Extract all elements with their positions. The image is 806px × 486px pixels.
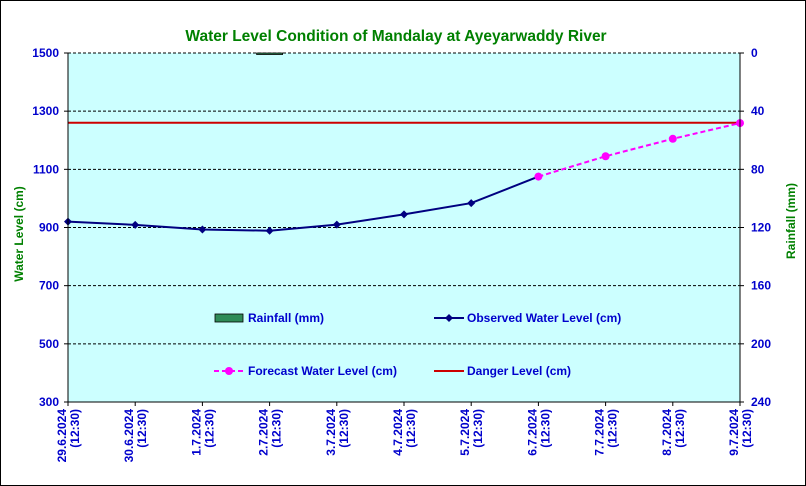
x-tick-label-group: 1.7.2024 (12:30) xyxy=(189,409,216,456)
observed-point xyxy=(400,210,408,219)
chart-title: Water Level Condition of Mandalay at Aye… xyxy=(185,28,606,45)
x-tick-time-label: (12:30) xyxy=(606,409,620,448)
x-tick-label-group: 8.7.2024 (12:30) xyxy=(660,409,687,456)
x-tick-time-label: (12:30) xyxy=(673,409,687,448)
left-axis-ticks: 300 500 700 900 1100 1300 1500 xyxy=(32,46,68,409)
x-tick-label: 29.6.2024 xyxy=(55,409,69,463)
x-tick-label-group: 2.7.2024 (12:30) xyxy=(257,409,284,456)
x-tick-label-group: 29.6.2024 (12:30) xyxy=(55,409,82,463)
y2-tick-label: 120 xyxy=(751,221,771,235)
x-tick-time-label: (12:30) xyxy=(404,409,418,448)
y-tick-label: 1100 xyxy=(33,162,59,176)
observed-line xyxy=(67,175,539,232)
x-tick-label-group: 7.7.2024 (12:30) xyxy=(593,409,620,456)
right-axis-ticks: 0 40 80 120 160 200 240 xyxy=(740,46,771,409)
observed-water-level-series xyxy=(64,172,543,235)
y-axis-label: Water Level (cm) xyxy=(12,186,26,282)
y-tick-label: 900 xyxy=(39,221,59,235)
x-tick-label: 8.7.2024 xyxy=(660,409,674,456)
forecast-water-level-series xyxy=(534,119,744,181)
observed-point xyxy=(332,220,341,229)
legend-forecast-marker xyxy=(225,367,233,375)
gridlines xyxy=(68,52,740,345)
x-tick-label-group: 30.6.2024 (12:30) xyxy=(122,409,149,463)
legend-observed-marker xyxy=(445,314,453,322)
x-tick-label: 7.7.2024 xyxy=(593,409,607,456)
x-tick-label: 3.7.2024 xyxy=(324,409,338,456)
x-axis-ticks: 29.6.2024 (12:30) 30.6.2024 (12:30) 1.7.2024… xyxy=(55,402,754,462)
x-tick-time-label: (12:30) xyxy=(538,409,552,448)
x-tick-label: 6.7.2024 xyxy=(525,409,539,456)
y2-tick-label: 160 xyxy=(751,279,771,293)
observed-point xyxy=(131,220,140,229)
x-tick-time-label: (12:30) xyxy=(270,409,284,448)
x-tick-label: 5.7.2024 xyxy=(458,409,472,456)
y2-tick-label: 0 xyxy=(751,46,758,60)
x-tick-label: 30.6.2024 xyxy=(122,409,136,463)
x-tick-label: 9.7.2024 xyxy=(727,409,741,456)
forecast-line xyxy=(538,122,741,178)
y-tick-label: 700 xyxy=(39,279,59,293)
y-tick-label: 500 xyxy=(39,337,59,351)
legend-forecast-label: Forecast Water Level (cm) xyxy=(248,364,397,378)
observed-point xyxy=(265,226,274,235)
rainfall-bar xyxy=(256,52,284,55)
observed-point xyxy=(467,199,476,208)
x-tick-time-label: (12:30) xyxy=(202,409,216,448)
y2-axis-label: Rainfall (mm) xyxy=(784,183,798,259)
legend: Rainfall (mm) Observed Water Level (cm) Fo… xyxy=(214,311,621,378)
x-tick-label: 2.7.2024 xyxy=(257,409,271,456)
y2-tick-label: 80 xyxy=(751,162,765,176)
y-tick-label: 1500 xyxy=(32,46,59,60)
x-tick-label: 4.7.2024 xyxy=(391,409,405,456)
x-tick-time-label: (12:30) xyxy=(740,409,754,448)
x-tick-label-group: 3.7.2024 (12:30) xyxy=(324,409,351,456)
x-tick-time-label: (12:30) xyxy=(337,409,351,448)
legend-rainfall-swatch xyxy=(214,313,244,323)
x-tick-time-label: (12:30) xyxy=(471,409,485,448)
x-tick-time-label: (12:30) xyxy=(135,409,149,448)
x-tick-label-group: 6.7.2024 (12:30) xyxy=(525,409,552,456)
forecast-point xyxy=(534,172,543,181)
x-tick-label-group: 5.7.2024 (12:30) xyxy=(458,409,485,456)
x-tick-label: 1.7.2024 xyxy=(189,409,203,456)
legend-danger-label: Danger Level (cm) xyxy=(467,364,571,378)
rainfall-bars xyxy=(256,52,284,55)
y-tick-label: 300 xyxy=(39,395,59,409)
y2-tick-label: 240 xyxy=(751,395,771,409)
x-tick-label-group: 4.7.2024 (12:30) xyxy=(391,409,418,456)
y2-tick-label: 200 xyxy=(751,337,771,351)
x-tick-label-group: 9.7.2024 (12:30) xyxy=(727,409,754,456)
legend-rainfall-label: Rainfall (mm) xyxy=(248,311,324,325)
y-tick-label: 1300 xyxy=(32,104,59,118)
observed-point xyxy=(198,225,207,234)
y2-tick-label: 40 xyxy=(751,104,765,118)
forecast-point xyxy=(601,152,610,161)
legend-observed-label: Observed Water Level (cm) xyxy=(467,311,621,325)
x-tick-time-label: (12:30) xyxy=(68,409,82,448)
forecast-point xyxy=(668,134,677,143)
